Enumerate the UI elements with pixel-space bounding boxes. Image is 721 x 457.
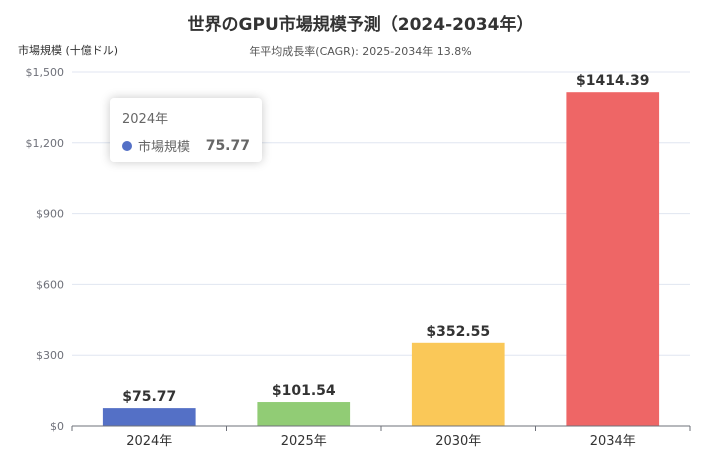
x-tick-label: 2034年 — [590, 434, 636, 449]
x-tick-label: 2025年 — [281, 434, 327, 449]
tooltip-value: 75.77 — [205, 137, 250, 154]
y-tick-label: $900 — [36, 208, 64, 221]
series-marker-icon — [122, 140, 132, 151]
bar[interactable] — [411, 342, 505, 426]
data-label: $1414.39 — [576, 73, 650, 89]
bar[interactable] — [102, 408, 196, 426]
data-label: $75.77 — [122, 389, 176, 405]
bar[interactable] — [566, 92, 660, 427]
x-tick-label: 2030年 — [435, 434, 481, 449]
y-tick-label: $0 — [50, 420, 64, 433]
data-label: $101.54 — [272, 383, 336, 399]
y-tick-label: $300 — [36, 349, 64, 362]
y-tick-label: $1,200 — [26, 137, 65, 150]
y-tick-label: $600 — [36, 278, 64, 291]
tooltip: 2024年 市場規模 75.77 — [110, 98, 262, 162]
chart-subtitle: 年平均成長率(CAGR): 2025-2034年 13.8% — [249, 45, 472, 58]
x-tick-label: 2024年 — [126, 434, 172, 449]
tooltip-series-name: 市場規模 — [138, 140, 191, 155]
y-axis-title: 市場規模 (十億ドル) — [18, 44, 119, 57]
bar[interactable] — [257, 402, 351, 426]
tooltip-title: 2024年 — [122, 112, 169, 127]
chart-title: 世界のGPU市場規模予測（2024-2034年） — [187, 15, 534, 35]
y-tick-label: $1,500 — [26, 66, 65, 79]
data-label: $352.55 — [426, 324, 490, 340]
